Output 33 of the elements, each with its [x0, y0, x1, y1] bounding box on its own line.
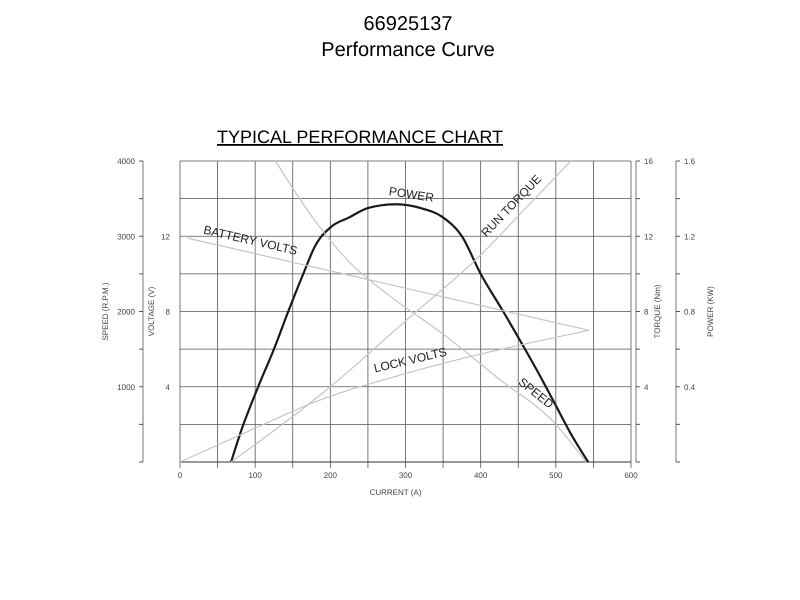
x-tick-label: 500	[549, 471, 564, 480]
x-axis-title: CURRENT (A)	[370, 488, 422, 497]
y-axis-title: SPEED (R.P.M.)	[101, 282, 110, 341]
y-tick-label: 2000	[117, 308, 136, 316]
text: TYPICAL PERFORMANCE CHART	[216, 127, 504, 147]
chart-subtitle: Performance Curve	[321, 39, 495, 61]
text: 12	[161, 232, 171, 242]
y-tick-label: 3000	[117, 232, 136, 242]
y2-tick-label: 8	[644, 308, 649, 316]
y3-tick-label: 0.4	[684, 382, 696, 392]
y3-tick-label: 0.8	[684, 308, 696, 316]
y2-tick-label: 4	[644, 382, 649, 392]
y3-tick-label: 1.2	[684, 232, 696, 242]
text: POWER	[388, 184, 436, 205]
x-tick-label: 100	[248, 471, 262, 480]
y2-axis-title: TORQUE (Nm)	[653, 284, 662, 339]
text: BATTERY VOLTS	[202, 222, 299, 258]
x-tick-label: 400	[474, 471, 488, 480]
y2-tick-label: 16	[644, 157, 654, 166]
y-tick-label: 1000	[117, 382, 136, 392]
text: 8	[166, 308, 171, 316]
y3-axis-title: POWER (KW)	[706, 286, 715, 337]
text: LOCK VOLTS	[372, 344, 448, 376]
text: 4	[166, 382, 171, 392]
x-tick-label: 300	[398, 471, 413, 480]
x-tick-label: 600	[624, 471, 638, 480]
x-tick-label: 200	[324, 471, 338, 480]
y-tick-label: 4000	[117, 157, 136, 166]
y3-tick-label: 1.6	[684, 157, 696, 166]
chart-title: 66925137	[364, 13, 452, 35]
y2-tick-label: 12	[644, 232, 654, 242]
text: VOLTAGE (V)	[147, 286, 156, 336]
x-tick-label: 0	[178, 471, 183, 480]
